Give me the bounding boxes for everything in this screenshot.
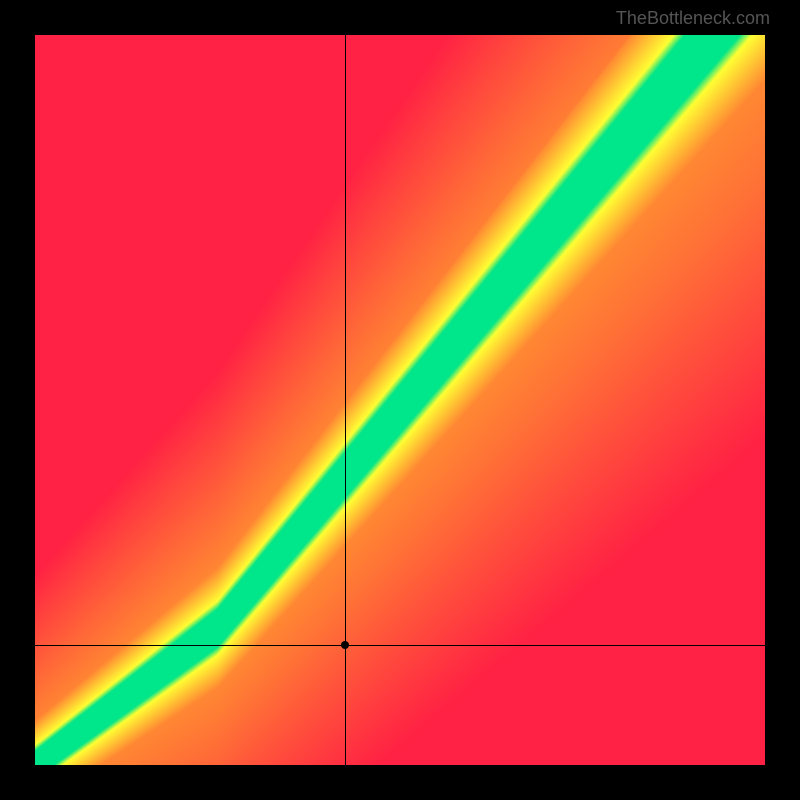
attribution-text: TheBottleneck.com [616,8,770,29]
heatmap-canvas [35,35,765,765]
heatmap-plot [35,35,765,765]
crosshair-horizontal [35,645,765,646]
crosshair-vertical [345,35,346,765]
data-point-marker [341,641,349,649]
